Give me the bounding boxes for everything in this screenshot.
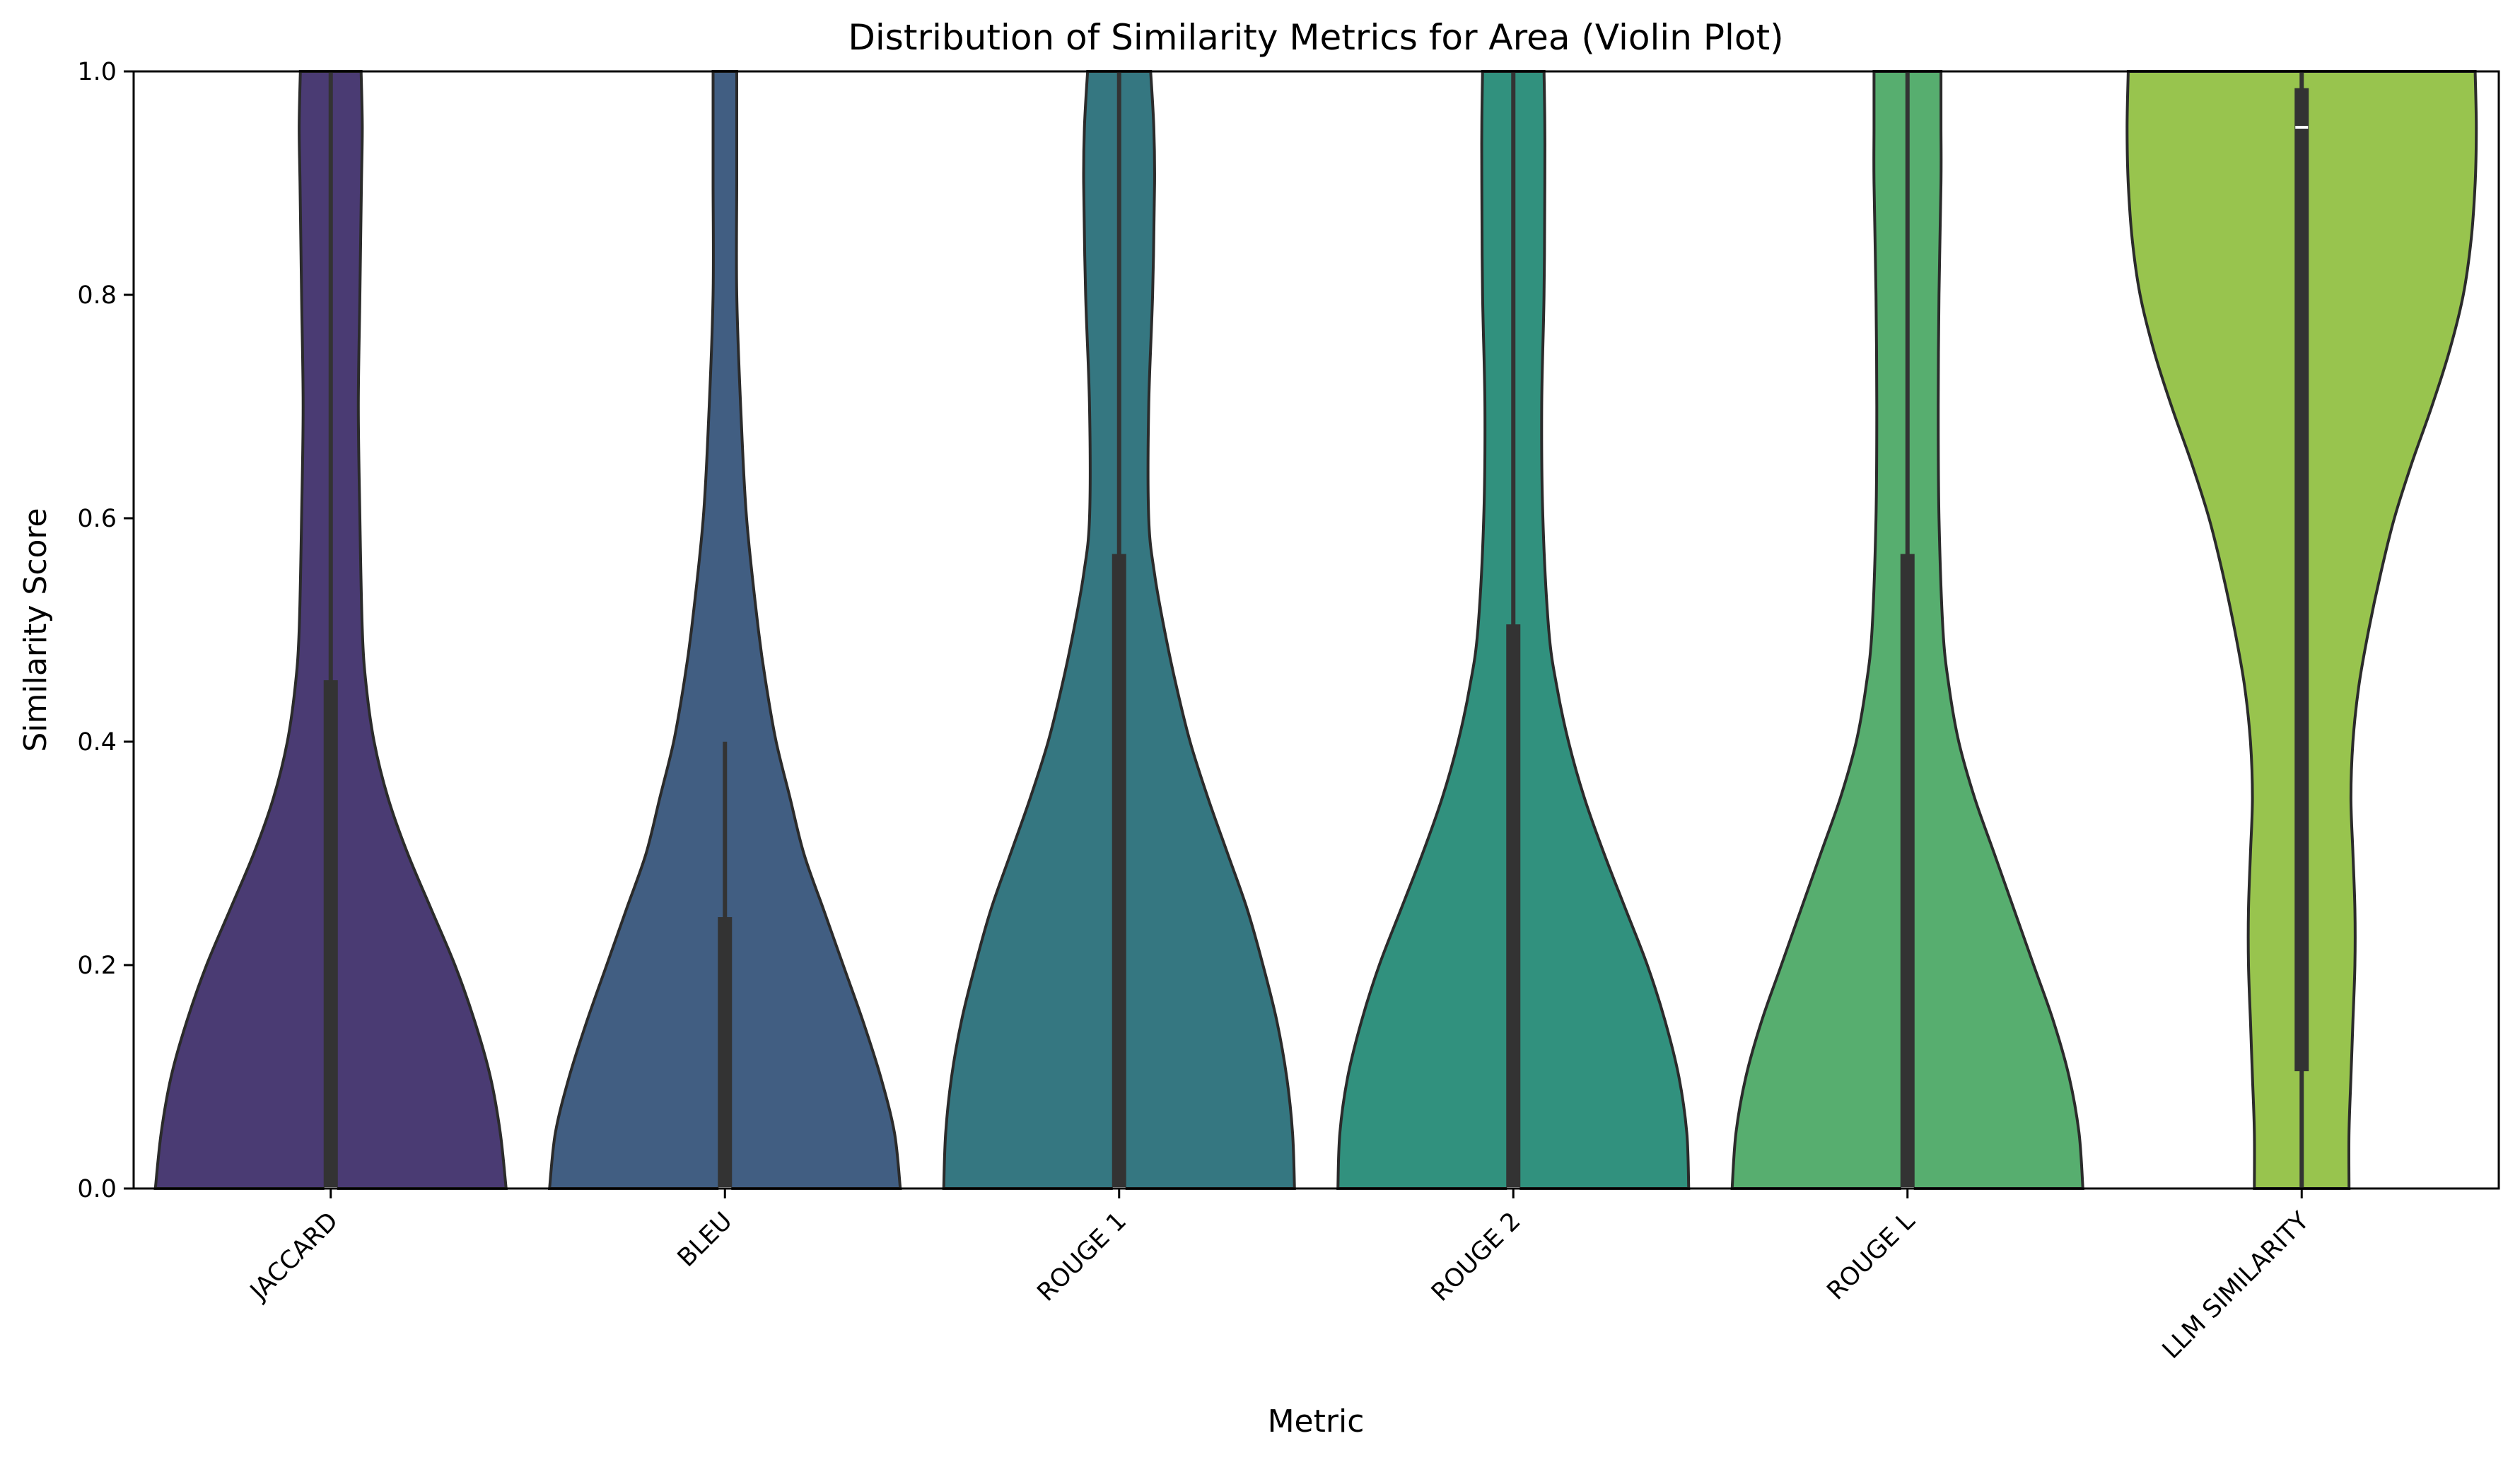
iqr-box-bleu	[718, 917, 733, 1189]
y-tick-label: 0.2	[77, 952, 117, 980]
y-axis-label: Similarity Score	[18, 508, 54, 752]
y-tick-label: 1.0	[77, 58, 117, 86]
iqr-box-llm-similarity	[2294, 88, 2309, 1072]
iqr-box-rouge-2	[1506, 624, 1521, 1189]
y-tick-label: 0.8	[77, 281, 117, 310]
iqr-box-jaccard	[323, 680, 338, 1189]
chart-title: Distribution of Similarity Metrics for A…	[848, 17, 1783, 58]
violin-layer	[153, 70, 2478, 1190]
y-axis-ticks: 0.0 0.2 0.4 0.6 0.8 1.0	[77, 58, 134, 1203]
iqr-box-rouge-1	[1112, 554, 1126, 1189]
iqr-box-rouge-l	[1900, 554, 1915, 1189]
y-tick-label: 0.4	[77, 728, 117, 757]
plot-frame	[132, 70, 2500, 1190]
x-axis-label: Metric	[1268, 1403, 1365, 1439]
y-tick-label: 0.0	[77, 1175, 117, 1203]
y-tick-label: 0.6	[77, 505, 117, 533]
